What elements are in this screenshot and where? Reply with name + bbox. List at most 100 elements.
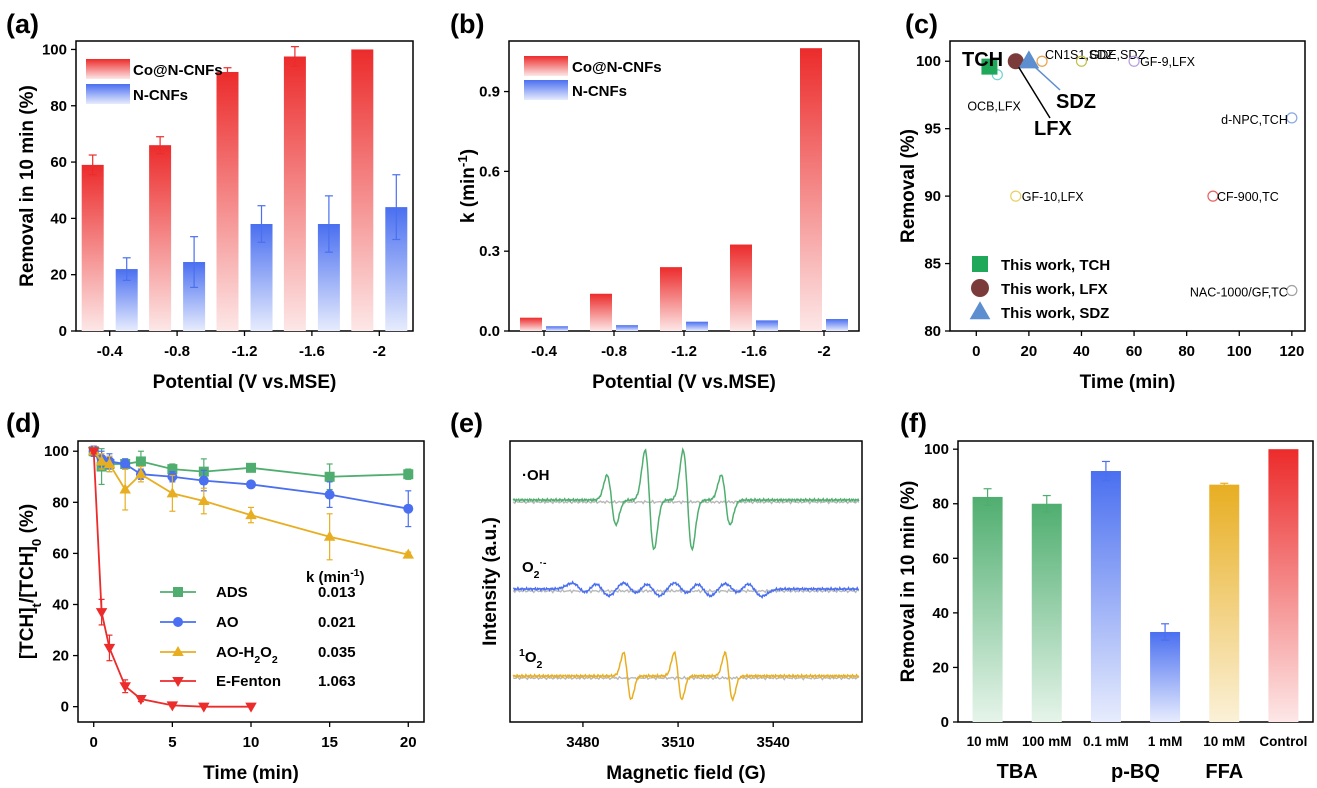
panel-d-marker-ads [324,471,335,482]
panel-f-x-tick-label: 100 mM [1022,734,1072,749]
panel-f-plot-frame [957,440,1314,723]
panel-b-bar-n-cnfs [616,325,638,331]
panel-f-y-tick-label: 20 [932,659,949,676]
panel-d-marker-e-fenton [166,701,179,712]
panel-a-legend-swatch-n-cnfs [86,84,130,104]
panel-d-x-tick-label: 15 [321,734,338,751]
panel-b-bar-co-n-cnfs [590,293,612,331]
panel-d-x-tick-label: 20 [400,734,417,751]
panel-c-literature-marker [1075,55,1088,67]
panel-c-literature-label: d-NPC,TCH [1221,113,1288,127]
panel-a-y-tick-label: 20 [50,267,67,284]
panel-f-bar [972,496,1003,722]
panel-d-marker-ao [324,489,335,500]
panel-c-x-tick-label: 100 [1227,343,1252,360]
panel-d-marker-e-fenton [135,695,147,706]
panel-a-y-tick-label: 60 [50,154,67,171]
panel-e-plot-frame [509,440,863,723]
panel-f-bar [1209,484,1240,722]
panel-c-x-tick-label: 0 [972,343,980,360]
panel-b-x-tick-label: -1.6 [741,343,767,360]
panel-a-bar-n-cnfs [250,224,273,331]
panel-d-line-e-fenton [92,451,251,708]
panel-c-y-tick-label: 95 [924,121,941,138]
panel-b-label: (b) [450,9,484,39]
panel-b-legend-swatch-n-cnfs [524,80,568,100]
panel-c-literature-marker [1207,190,1219,202]
panel-d-legend-label: E-Fenton [216,673,281,690]
panel-f-y-axis-title: Removal in 10 min (%) [898,481,919,683]
panel-c-literature-label: NAC-1000/GF,TC [1190,286,1288,300]
panel-f-y-tick-label: 0 [941,714,949,731]
panel-f-bar [1031,503,1062,722]
panel-c-literature-marker [1010,190,1022,202]
panel-e-x-tick-label: 3540 [757,734,790,751]
panel-c-literature-label: CN1S1,SDZ [1045,48,1114,62]
panel-c-marker-this-work-tch [981,58,998,75]
panel-d-marker-ads [135,456,146,467]
panel-e-x-tick-label: 3510 [661,734,694,751]
panel-c-callout-lfx: LFX [1034,118,1072,140]
panel-e-label-superoxide: O2·- [522,557,547,581]
panel-a-label: (a) [6,9,39,39]
panel-b-bar-co-n-cnfs [520,317,542,331]
panel-d-x-tick-label: 5 [168,734,176,751]
panel-b: (b) 0.0 0.3 0.6 0.9 -0.4 -0.8 -1.2 -1.6 -2 Co@N-CN… [450,9,860,393]
panel-f-x-tick-label: 10 mM [967,734,1009,749]
panel-c-y-tick-label: 100 [916,53,941,70]
panel-d-marker-ao [198,475,209,486]
panel-a-x-axis-title: Potential (V vs.MSE) [153,372,337,393]
panel-f-x-tick-label: Control [1259,734,1307,749]
panel-b-y-axis-title: k (min-1) [455,149,480,223]
panel-d-marker-e-fenton [103,643,116,654]
panel-d-x-tick-label: 0 [90,734,98,751]
panel-d-legend-marker [172,677,184,687]
panel-d-marker-ads [403,469,414,480]
panel-e-spectrum-1 [513,580,860,599]
panel-c-y-axis-title: Removal (%) [898,129,919,243]
panel-a-x-tick-label: -1.2 [232,343,258,360]
panel-d-marker-e-fenton [245,702,257,713]
panel-c-legend-marker-sdz [969,301,991,320]
panel-c-literature-label: GF-9,LFX [1140,55,1196,69]
panel-b-y-tick-label: 0.9 [479,84,500,101]
panel-a-bar-co-n-cnfs [283,56,306,331]
panel-b-legend-n-cnfs: N-CNFs [572,83,627,100]
panel-d-legend-label: AO-H2O2 [216,644,278,666]
panel-a-bar-n-cnfs [115,269,138,331]
panel-c-callout-line-sdz [1032,64,1061,91]
panel-c-legend-label: This work, TCH [1001,257,1110,274]
panel-a-legend-n-cnfs: N-CNFs [133,87,188,104]
panel-c-marker-this-work-sdz [1018,50,1040,69]
panel-d-k-value: 0.035 [318,644,356,661]
panel-d-marker-ao [403,503,414,514]
panel-b-legend-co-n-cnfs: Co@N-CNFs [572,59,662,76]
panel-a-bar-n-cnfs [317,224,340,331]
panel-d-marker-ads [167,464,178,475]
panel-b-bar-n-cnfs [826,319,848,331]
panel-c-y-tick-label: 80 [924,323,941,340]
panel-d-marker-ao-h2o2 [402,548,415,559]
panel-d-k-header: k (min-1) [306,567,365,586]
panel-e: (e) 3480 3510 3540 ·OH O2·- 1O2 Magnetic field … [450,408,863,784]
panel-d-y-tick-label: 0 [61,699,69,716]
panel-c-x-axis-title: Time (min) [1080,372,1176,393]
panel-f-y-tick-label: 40 [932,605,949,622]
panel-d-marker-e-fenton [119,682,131,693]
panel-b-x-tick-label: -2 [817,343,830,360]
panel-a-x-tick-label: -0.8 [164,343,190,360]
panel-e-label: (e) [450,408,483,438]
panel-d-marker-e-fenton [95,608,108,619]
panel-f-x-tick-label: 0.1 mM [1083,734,1129,749]
panel-c-literature-marker [1286,284,1298,297]
panel-f-bar [1268,449,1299,722]
panel-a-y-axis-title: Removal in 10 min (%) [17,85,38,287]
panel-f-group-label: TBA [997,761,1038,783]
panel-c-literature-label: GDE,SDZ [1089,48,1145,62]
panel-e-y-axis-title: Intensity (a.u.) [480,517,501,646]
panel-a-x-tick-label: -2 [373,343,386,360]
panel-b-y-tick-label: 0.0 [479,323,500,340]
panel-d: (d) 0 20 40 60 80 100 0 5 10 15 20 ADS 0.013 AO 0.021 AO… [6,408,425,784]
panel-b-bar-n-cnfs [686,321,708,331]
panel-c-y-tick-label: 90 [924,188,941,205]
